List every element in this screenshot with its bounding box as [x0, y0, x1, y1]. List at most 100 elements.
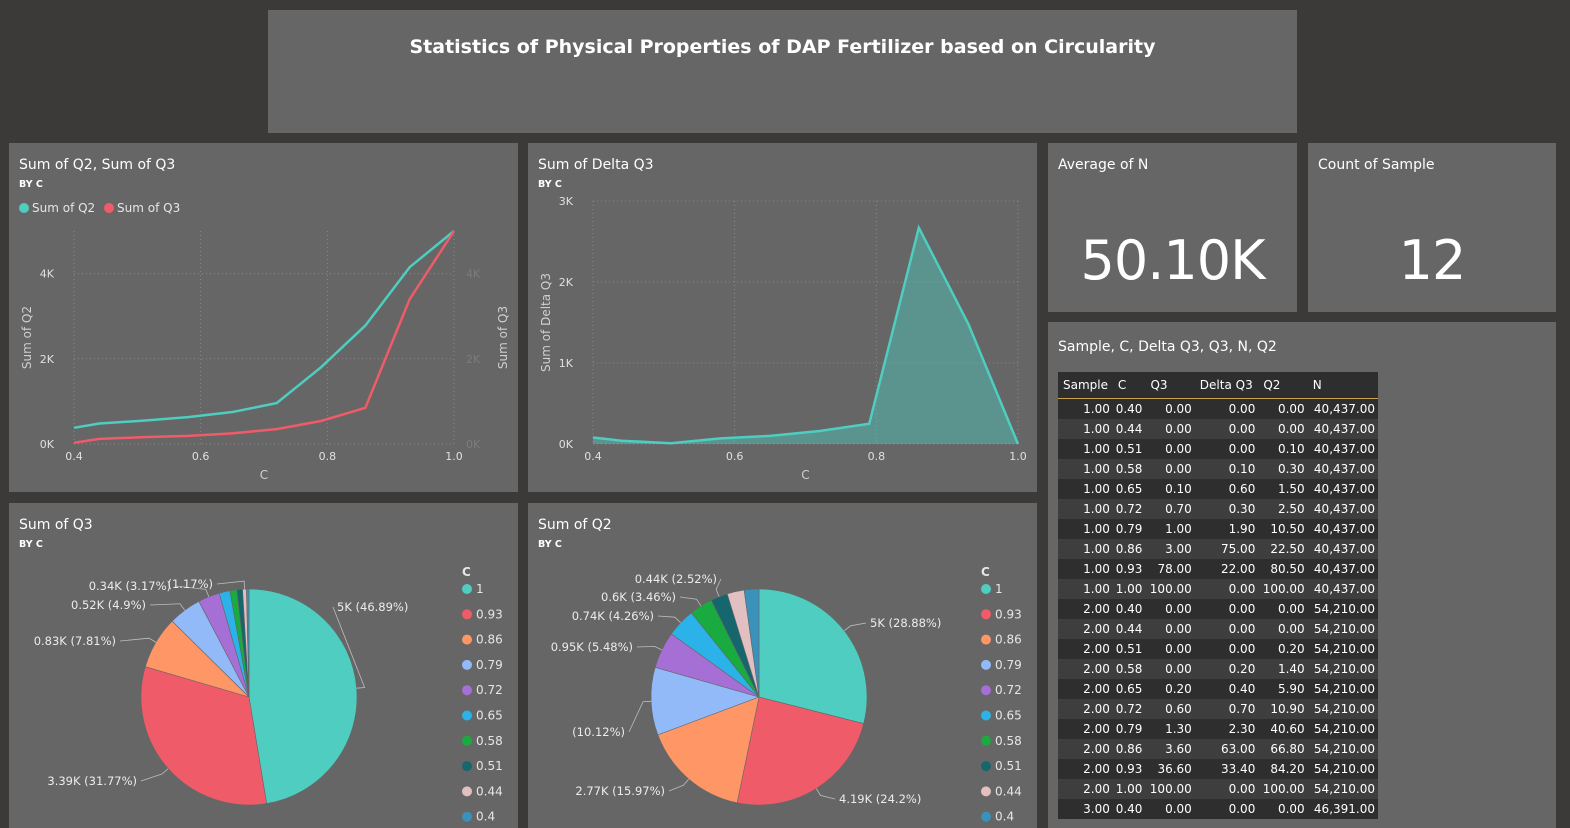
table-cell: 100.00 — [1145, 579, 1195, 599]
y-tick-label: 0K — [40, 438, 55, 451]
column-header[interactable]: Sample — [1058, 372, 1113, 399]
pie-q2-tile[interactable]: Sum of Q2 BY C 5K (28.88%) 4.19K (24.2%) 2… — [528, 503, 1037, 828]
x-tick-label: 1.0 — [1009, 450, 1027, 463]
table-cell: 0.65 — [1112, 679, 1146, 699]
pie-legend-dot — [981, 584, 991, 594]
table-cell: 1.00 — [1112, 579, 1146, 599]
area-chart-tile[interactable]: Sum of Delta Q3 BY C 0K 1K 2K 3K 0.4 0.6 0.8 1.… — [528, 143, 1037, 492]
table-row[interactable]: 1.00 0.44 0.00 0.00 0.00 40,437.00 — [1058, 419, 1378, 439]
table-cell: 0.00 — [1194, 779, 1259, 799]
table-row[interactable]: 2.00 0.93 36.60 33.40 84.20 54,210.00 — [1058, 759, 1378, 779]
table-cell: 0.00 — [1194, 599, 1259, 619]
table-row[interactable]: 1.00 0.58 0.00 0.10 0.30 40,437.00 — [1058, 459, 1378, 479]
table-cell: 1.00 — [1145, 519, 1195, 539]
pie-leader-line — [174, 585, 210, 597]
table-cell: 40,437.00 — [1307, 439, 1378, 459]
table-cell: 3.60 — [1145, 739, 1195, 759]
data-table[interactable]: Sample C Q3 Delta Q3 Q2 N 1.00 0.40 0.00 0.00 0.0… — [1058, 372, 1378, 819]
report-title-tile: Statistics of Physical Properties of DAP… — [268, 10, 1297, 133]
pie-legend-label: 0.4 — [995, 810, 1014, 824]
table-cell: 75.00 — [1194, 539, 1259, 559]
pie-q3-tile[interactable]: Sum of Q3 BY C 5K (46.89%) 3.39K (31.77%)… — [9, 503, 518, 828]
pie-legend-label: 1 — [476, 582, 484, 596]
table-cell: 0.00 — [1258, 419, 1308, 439]
pie-q3-title: Sum of Q3 — [19, 517, 93, 533]
column-header[interactable]: N — [1307, 372, 1378, 399]
table-cell: 84.20 — [1258, 759, 1308, 779]
table-row[interactable]: 2.00 0.79 1.30 2.30 40.60 54,210.00 — [1058, 719, 1378, 739]
series-area — [593, 227, 1018, 444]
table-cell: 2.00 — [1058, 679, 1113, 699]
pie-data-label: 4.19K (24.2%) — [839, 792, 921, 806]
area-chart-title: Sum of Delta Q3 — [538, 157, 654, 173]
table-cell: 1.00 — [1112, 779, 1146, 799]
column-header[interactable]: C — [1112, 372, 1146, 399]
card-n-label: Average of N — [1058, 157, 1149, 173]
table-row[interactable]: 1.00 0.51 0.00 0.00 0.10 40,437.00 — [1058, 439, 1378, 459]
pie-legend-title: C — [981, 565, 990, 579]
x-tick-label: 0.6 — [192, 450, 210, 463]
table-cell: 0.00 — [1194, 619, 1259, 639]
table-row[interactable]: 2.00 0.65 0.20 0.40 5.90 54,210.00 — [1058, 679, 1378, 699]
table-cell: 0.10 — [1145, 479, 1195, 499]
table-cell: 40,437.00 — [1307, 419, 1378, 439]
table-cell: 46,391.00 — [1307, 799, 1378, 819]
table-cell: 0.86 — [1112, 539, 1146, 559]
pie-slice — [758, 588, 868, 725]
table-cell: 1.00 — [1058, 419, 1113, 439]
table-row[interactable]: 2.00 0.44 0.00 0.00 0.00 54,210.00 — [1058, 619, 1378, 639]
pie-leader-line — [216, 580, 245, 590]
table-cell: 40,437.00 — [1307, 398, 1378, 419]
x-tick-label: 0.4 — [584, 450, 602, 463]
table-cell: 1.00 — [1058, 439, 1113, 459]
table-header-row: Sample C Q3 Delta Q3 Q2 N — [1058, 372, 1378, 399]
table-row[interactable]: 1.00 0.93 78.00 22.00 80.50 40,437.00 — [1058, 559, 1378, 579]
series-line — [73, 230, 456, 444]
pie-legend-dot — [462, 786, 472, 797]
pie-legend-label: 0.79 — [476, 658, 503, 672]
table-row[interactable]: 2.00 0.51 0.00 0.00 0.20 54,210.00 — [1058, 639, 1378, 659]
table-row[interactable]: 2.00 1.00 100.00 0.00 100.00 54,210.00 — [1058, 779, 1378, 799]
table-tile[interactable]: Sample, C, Delta Q3, Q3, N, Q2 Sample C Q3… — [1048, 322, 1556, 828]
y-tick-label: 4K — [40, 268, 55, 281]
column-header[interactable]: Delta Q3 — [1194, 372, 1259, 399]
column-header[interactable]: Q3 — [1145, 372, 1195, 399]
table-cell: 54,210.00 — [1307, 759, 1378, 779]
table-row[interactable]: 2.00 0.58 0.00 0.20 1.40 54,210.00 — [1058, 659, 1378, 679]
table-row[interactable]: 1.00 1.00 100.00 0.00 100.00 40,437.00 — [1058, 579, 1378, 599]
line-chart-subtitle: BY C — [19, 179, 43, 190]
table-row[interactable]: 1.00 0.86 3.00 75.00 22.50 40,437.00 — [1058, 539, 1378, 559]
table-cell: 66.80 — [1258, 739, 1308, 759]
table-cell: 2.00 — [1058, 779, 1113, 799]
pie-q2-title: Sum of Q2 — [538, 517, 612, 533]
table-cell: 0.79 — [1112, 519, 1146, 539]
pie-legend-label: 0.58 — [476, 734, 503, 748]
pie-data-label: 5K (28.88%) — [870, 616, 941, 630]
pie-legend-dot — [462, 584, 472, 594]
table-cell: 1.00 — [1058, 579, 1113, 599]
card-average-n[interactable]: Average of N 50.10K — [1048, 143, 1297, 312]
table-row[interactable]: 3.00 0.40 0.00 0.00 0.00 46,391.00 — [1058, 799, 1378, 819]
table-row[interactable]: 1.00 0.65 0.10 0.60 1.50 40,437.00 — [1058, 479, 1378, 499]
pie-legend-dot — [981, 761, 991, 772]
table-cell: 3.00 — [1145, 539, 1195, 559]
pie-legend-label: 0.65 — [476, 709, 503, 723]
column-header[interactable]: Q2 — [1258, 372, 1308, 399]
table-row[interactable]: 2.00 0.72 0.60 0.70 10.90 54,210.00 — [1058, 699, 1378, 719]
table-row[interactable]: 2.00 0.40 0.00 0.00 0.00 54,210.00 — [1058, 599, 1378, 619]
pie-q2-plot[interactable]: 5K (28.88%) 4.19K (24.2%) 2.77K (15.97%) (1… — [528, 503, 1037, 828]
area-chart-plot[interactable]: 0K 1K 2K 3K 0.4 0.6 0.8 1.0 C Sum of Delta Q3 — [528, 143, 1037, 492]
line-chart-tile[interactable]: Sum of Q2, Sum of Q3 BY C Sum of Q2 Sum … — [9, 143, 518, 492]
table-row[interactable]: 2.00 0.86 3.60 63.00 66.80 54,210.00 — [1058, 739, 1378, 759]
table-cell: 1.00 — [1058, 539, 1113, 559]
table-cell: 0.00 — [1145, 799, 1195, 819]
pie-q3-plot[interactable]: 5K (46.89%) 3.39K (31.77%) 0.83K (7.81%) 0.… — [9, 503, 518, 828]
table-row[interactable]: 1.00 0.40 0.00 0.00 0.00 40,437.00 — [1058, 398, 1378, 419]
card-count-sample[interactable]: Count of Sample 12 — [1308, 143, 1556, 312]
table-row[interactable]: 1.00 0.72 0.70 0.30 2.50 40,437.00 — [1058, 499, 1378, 519]
table-cell: 100.00 — [1258, 579, 1308, 599]
table-cell: 63.00 — [1194, 739, 1259, 759]
table-cell: 10.50 — [1258, 519, 1308, 539]
table-row[interactable]: 1.00 0.79 1.00 1.90 10.50 40,437.00 — [1058, 519, 1378, 539]
